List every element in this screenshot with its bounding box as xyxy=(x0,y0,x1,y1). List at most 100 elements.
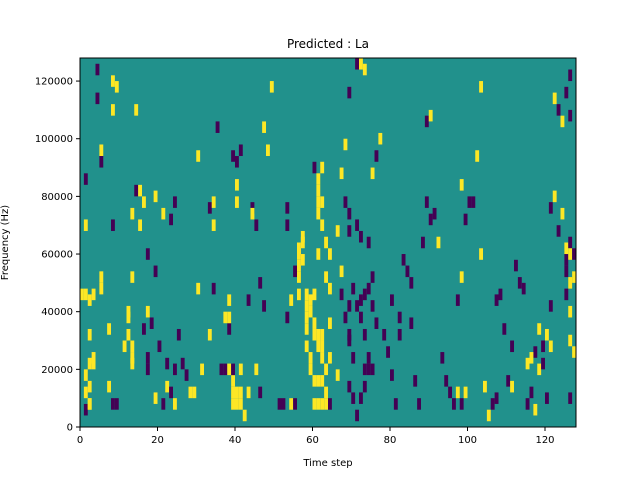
heatmap-cell-low xyxy=(494,392,499,404)
heatmap-cell-low xyxy=(355,409,360,422)
heatmap-cell-high xyxy=(568,334,573,347)
heatmap-cell-high xyxy=(99,271,104,283)
heatmap-cell-high xyxy=(289,398,294,410)
heatmap-cell-low xyxy=(250,202,255,214)
heatmap-cell-low xyxy=(169,386,174,399)
heatmap-cell-low xyxy=(180,357,185,370)
heatmap-cell-high xyxy=(328,352,332,364)
heatmap-cell-high xyxy=(339,265,344,278)
heatmap-cell-high xyxy=(316,196,321,208)
heatmap-cell-high xyxy=(568,277,573,289)
heatmap-cell-low xyxy=(347,300,352,312)
y-axis-label: Frequency (Hz) xyxy=(0,205,11,281)
heatmap-cell-high xyxy=(486,409,491,422)
heatmap-cell-low xyxy=(83,173,88,185)
heatmap-cell-high xyxy=(320,196,325,208)
heatmap-cell-high xyxy=(324,236,329,249)
heatmap-cell-low xyxy=(145,352,150,364)
heatmap-cell-low xyxy=(397,328,402,341)
heatmap-cell-high xyxy=(475,150,480,162)
heatmap-cell-low xyxy=(370,300,375,312)
heatmap-cell-high xyxy=(320,161,325,174)
heatmap-cell-low xyxy=(339,288,344,301)
heatmap-cell-low xyxy=(444,375,449,387)
heatmap-cell-high xyxy=(145,305,150,318)
heatmap-cell-low xyxy=(258,277,263,289)
heatmap-cell-low xyxy=(409,277,414,289)
heatmap-cell-high xyxy=(479,81,484,93)
heatmap-cell-high xyxy=(320,219,325,231)
heatmap-cell-low xyxy=(347,86,352,99)
heatmap-cell-low xyxy=(359,230,363,243)
heatmap-cell-low xyxy=(370,363,375,376)
heatmap-cell-high xyxy=(227,311,232,324)
heatmap-cell-high xyxy=(207,328,212,341)
x-tick-label: 80 xyxy=(384,435,397,446)
heatmap-cell-high xyxy=(165,380,170,393)
heatmap-cell-high xyxy=(130,340,135,353)
heatmap-cell-low xyxy=(351,352,356,364)
heatmap-cell-low xyxy=(541,357,546,370)
heatmap-cell-high xyxy=(552,92,557,105)
x-tick-label: 100 xyxy=(458,435,477,446)
heatmap-cell-high xyxy=(111,75,115,87)
heatmap-cell-high xyxy=(269,81,274,93)
heatmap-cell-high xyxy=(316,207,321,220)
heatmap-cell-high xyxy=(297,242,301,255)
heatmap-cell-low xyxy=(370,271,375,283)
heatmap-cell-low xyxy=(312,161,317,174)
heatmap-cell-low xyxy=(347,207,352,220)
heatmap-cell-low xyxy=(262,300,267,312)
heatmap-cell-high xyxy=(87,294,92,306)
heatmap-cell-low xyxy=(281,398,286,410)
heatmap-cell-high xyxy=(343,138,348,151)
heatmap-cell-high xyxy=(316,184,321,197)
heatmap-cell-low xyxy=(386,346,391,358)
heatmap-cell-high xyxy=(316,375,321,387)
heatmap-cell-high xyxy=(436,236,441,249)
heatmap-cell-high xyxy=(324,363,329,376)
heatmap-cell-high xyxy=(564,242,569,255)
heatmap-cell-high xyxy=(304,300,309,312)
heatmap-cell-low xyxy=(95,92,100,105)
heatmap-cell-low xyxy=(467,196,472,208)
heatmap-cell-low xyxy=(99,156,104,168)
heatmap-cell-low xyxy=(525,398,530,410)
heatmap-cell-low xyxy=(258,386,263,399)
heatmap-cell-low xyxy=(285,311,290,324)
heatmap-cell-low xyxy=(494,294,499,306)
heatmap-cell-low xyxy=(440,352,445,364)
heatmap-cell-low xyxy=(207,202,212,214)
heatmap-cell-low xyxy=(397,311,402,324)
heatmap-cell-low xyxy=(359,392,363,404)
heatmap-cell-high xyxy=(320,328,325,341)
heatmap-cell-high xyxy=(138,219,143,231)
heatmap-cell-high xyxy=(80,288,84,301)
heatmap-cell-high xyxy=(560,207,565,220)
heatmap-cell-low xyxy=(421,236,425,249)
heatmap-cell-high xyxy=(83,288,88,301)
heatmap-cell-low xyxy=(184,369,189,381)
heatmap-cell-high xyxy=(211,219,216,231)
heatmap-cell-high xyxy=(552,190,557,203)
heatmap-cell-low xyxy=(452,398,456,410)
heatmap-cell-high xyxy=(99,282,104,295)
heatmap-cell-low xyxy=(428,213,433,226)
heatmap-cell-high xyxy=(328,317,332,329)
heatmap-cell-low xyxy=(502,323,507,335)
heatmap-cell-high xyxy=(227,294,232,306)
heatmap-cell-low xyxy=(382,328,387,341)
heatmap-cell-high xyxy=(533,403,538,416)
heatmap-cell-high xyxy=(266,144,270,157)
heatmap-cell-high xyxy=(130,207,135,220)
heatmap-cell-high xyxy=(91,352,96,364)
heatmap-cell-high xyxy=(173,398,177,410)
heatmap-cell-high xyxy=(320,375,325,387)
heatmap-cell-low xyxy=(564,265,569,278)
heatmap-cell-high xyxy=(568,305,573,318)
heatmap-cell-high xyxy=(304,340,309,353)
heatmap-cell-high xyxy=(339,167,344,180)
heatmap-cell-low xyxy=(366,236,371,249)
heatmap-cell-low xyxy=(572,248,577,260)
